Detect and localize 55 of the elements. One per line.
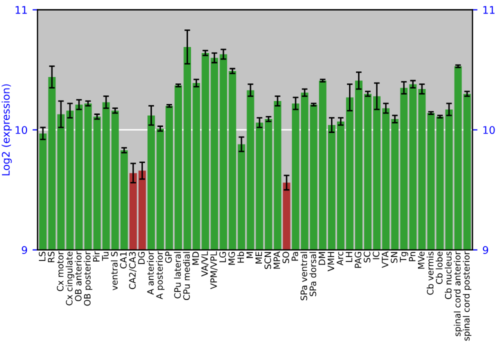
y-tick-label: 9 [22,246,28,254]
x-tick-label: SPa dorsal [309,252,316,296]
x-tick-label: ME [256,252,262,264]
x-tick-label: SC [364,252,370,262]
x-tick-label: MD [192,252,199,265]
y-tick-label: 11 [16,6,27,14]
y-axis-title: Log2 (expression) [2,84,12,176]
x-tick-label: SN [390,252,398,263]
x-tick-label: Pir [92,251,100,262]
x-tick-label: LS [38,252,46,261]
x-tick-label: VTA [382,251,388,268]
x-tick-label: VMH [328,252,334,272]
x-tick-label: M [246,252,253,258]
x-tick-label: CPu medial [183,252,190,300]
x-tick-label: MVe [418,252,424,269]
x-tick-label: A anterior [146,251,154,295]
x-tick-label: Pa [292,252,298,261]
x-tick-label: Tu [102,252,109,261]
x-tick-label: SCN [264,252,272,269]
x-tick-label: Cb nucleus [444,252,452,300]
x-tick-label: OB anterior [74,251,82,302]
x-tick-label: LH [346,252,352,262]
x-tick-label: Cx motor [56,251,64,292]
x-tick-label: Arc [336,252,344,266]
x-tick-label: MPA [274,251,280,269]
x-tick-label: A posterior [156,251,164,300]
x-tick-label: DM [318,252,326,265]
x-tick-label: VA/VL [201,251,209,276]
x-tick-label: ventral S [110,252,118,290]
x-tick-label: CA1 [120,252,127,268]
x-tick-label: Cb lobe [436,252,443,284]
x-tick-label: GP [165,252,172,263]
x-tick-label: Cb vermis [426,252,434,295]
x-tick-label: MG [228,252,235,265]
y2-tick-label: 10 [483,126,495,134]
x-tick-label: DG [138,252,145,264]
x-tick-label: Hb [237,252,244,263]
x-tick-label: SPa ventral [300,252,308,300]
x-tick-label: RS [48,252,54,262]
x-tick-label: VPM/VPL [210,251,218,290]
x-tick-label: spinal cord anterior [454,251,462,336]
x-tick-label: PAG [354,252,362,268]
x-tick-label: Tg [400,252,408,262]
x-tick-label: SO [282,252,290,264]
y2-tick-label: 11 [483,6,495,14]
x-tick-label: spinal cord posterior [462,251,472,341]
x-tick-label: Cx cingulate [66,252,74,306]
x-tick-label: CPu lateral [174,252,181,298]
y2-tick-label: 9 [482,246,488,254]
x-tick-label: IC [372,252,380,260]
x-tick-label: CA2/CA3 [129,252,136,290]
x-tick-label: OB posterior [84,251,92,306]
x-tick-label: LG [219,252,226,262]
y-tick-label: 10 [16,126,28,134]
x-tick-label: Pn [408,252,416,262]
